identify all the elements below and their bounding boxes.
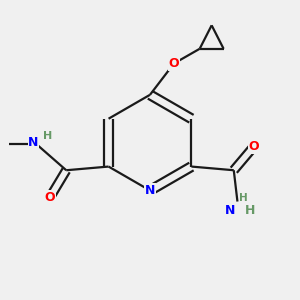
Text: N: N: [28, 136, 39, 149]
Text: N: N: [145, 184, 155, 197]
Text: O: O: [249, 140, 259, 153]
Text: H: H: [239, 194, 248, 203]
Text: H: H: [245, 205, 255, 218]
Text: O: O: [44, 191, 55, 204]
Text: O: O: [169, 57, 179, 70]
Text: N: N: [225, 205, 236, 218]
Text: H: H: [43, 131, 52, 141]
